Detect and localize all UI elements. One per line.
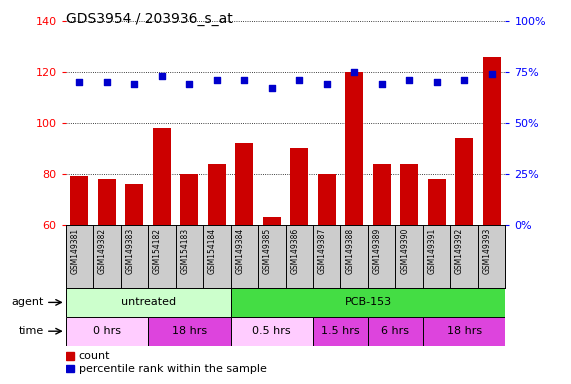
Point xyxy=(377,81,386,87)
Point xyxy=(487,71,496,77)
Text: percentile rank within the sample: percentile rank within the sample xyxy=(79,364,267,374)
Bar xyxy=(66,352,74,360)
Text: GSM154183: GSM154183 xyxy=(180,228,190,274)
Bar xyxy=(148,317,231,346)
Bar xyxy=(66,288,231,317)
Bar xyxy=(428,179,445,225)
Point xyxy=(322,81,331,87)
Point xyxy=(240,77,249,83)
Point xyxy=(212,77,222,83)
Point xyxy=(185,81,194,87)
Text: time: time xyxy=(18,326,44,336)
Point xyxy=(102,79,111,85)
Bar xyxy=(66,317,148,346)
Bar xyxy=(180,174,198,225)
Text: GSM154182: GSM154182 xyxy=(153,228,162,274)
Text: GSM149386: GSM149386 xyxy=(290,228,299,274)
Bar xyxy=(400,164,418,225)
Text: GSM149391: GSM149391 xyxy=(428,228,437,274)
Point xyxy=(432,79,441,85)
Bar xyxy=(231,317,313,346)
Text: GSM154184: GSM154184 xyxy=(208,228,217,274)
Text: GSM149383: GSM149383 xyxy=(126,228,134,274)
Text: 18 hrs: 18 hrs xyxy=(447,326,482,336)
Text: count: count xyxy=(79,351,110,361)
Bar xyxy=(231,288,505,317)
Text: GSM149388: GSM149388 xyxy=(345,228,354,274)
Bar xyxy=(482,57,501,225)
Text: 0.5 hrs: 0.5 hrs xyxy=(252,326,291,336)
Text: 18 hrs: 18 hrs xyxy=(172,326,207,336)
Text: GSM149393: GSM149393 xyxy=(482,228,492,274)
Point xyxy=(157,73,166,79)
Text: GSM149390: GSM149390 xyxy=(400,228,409,274)
Text: GSM149381: GSM149381 xyxy=(70,228,79,274)
Text: GSM149392: GSM149392 xyxy=(455,228,464,274)
Text: agent: agent xyxy=(11,297,44,308)
Bar xyxy=(290,148,308,225)
Bar xyxy=(66,365,74,372)
Text: GSM149387: GSM149387 xyxy=(317,228,327,274)
Text: PCB-153: PCB-153 xyxy=(344,297,392,308)
Point xyxy=(267,85,276,91)
Text: GDS3954 / 203936_s_at: GDS3954 / 203936_s_at xyxy=(66,12,232,25)
Bar xyxy=(235,143,253,225)
Point xyxy=(405,77,414,83)
Point xyxy=(75,79,84,85)
Bar xyxy=(126,184,143,225)
Bar xyxy=(423,317,505,346)
Bar xyxy=(70,176,89,225)
Text: 6 hrs: 6 hrs xyxy=(381,326,409,336)
Point xyxy=(349,69,359,75)
Bar xyxy=(455,138,473,225)
Text: 0 hrs: 0 hrs xyxy=(93,326,121,336)
Text: untreated: untreated xyxy=(120,297,176,308)
Text: GSM149389: GSM149389 xyxy=(373,228,381,274)
Text: GSM149384: GSM149384 xyxy=(235,228,244,274)
Bar xyxy=(368,317,423,346)
Bar xyxy=(318,174,336,225)
Bar xyxy=(313,317,368,346)
Bar xyxy=(373,164,391,225)
Bar xyxy=(263,217,281,225)
Text: GSM149385: GSM149385 xyxy=(263,228,272,274)
Point xyxy=(130,81,139,87)
Text: GSM149382: GSM149382 xyxy=(98,228,107,274)
Bar xyxy=(345,72,363,225)
Bar xyxy=(208,164,226,225)
Point xyxy=(295,77,304,83)
Bar xyxy=(98,179,116,225)
Text: 1.5 hrs: 1.5 hrs xyxy=(321,326,360,336)
Point xyxy=(460,77,469,83)
Bar xyxy=(153,128,171,225)
